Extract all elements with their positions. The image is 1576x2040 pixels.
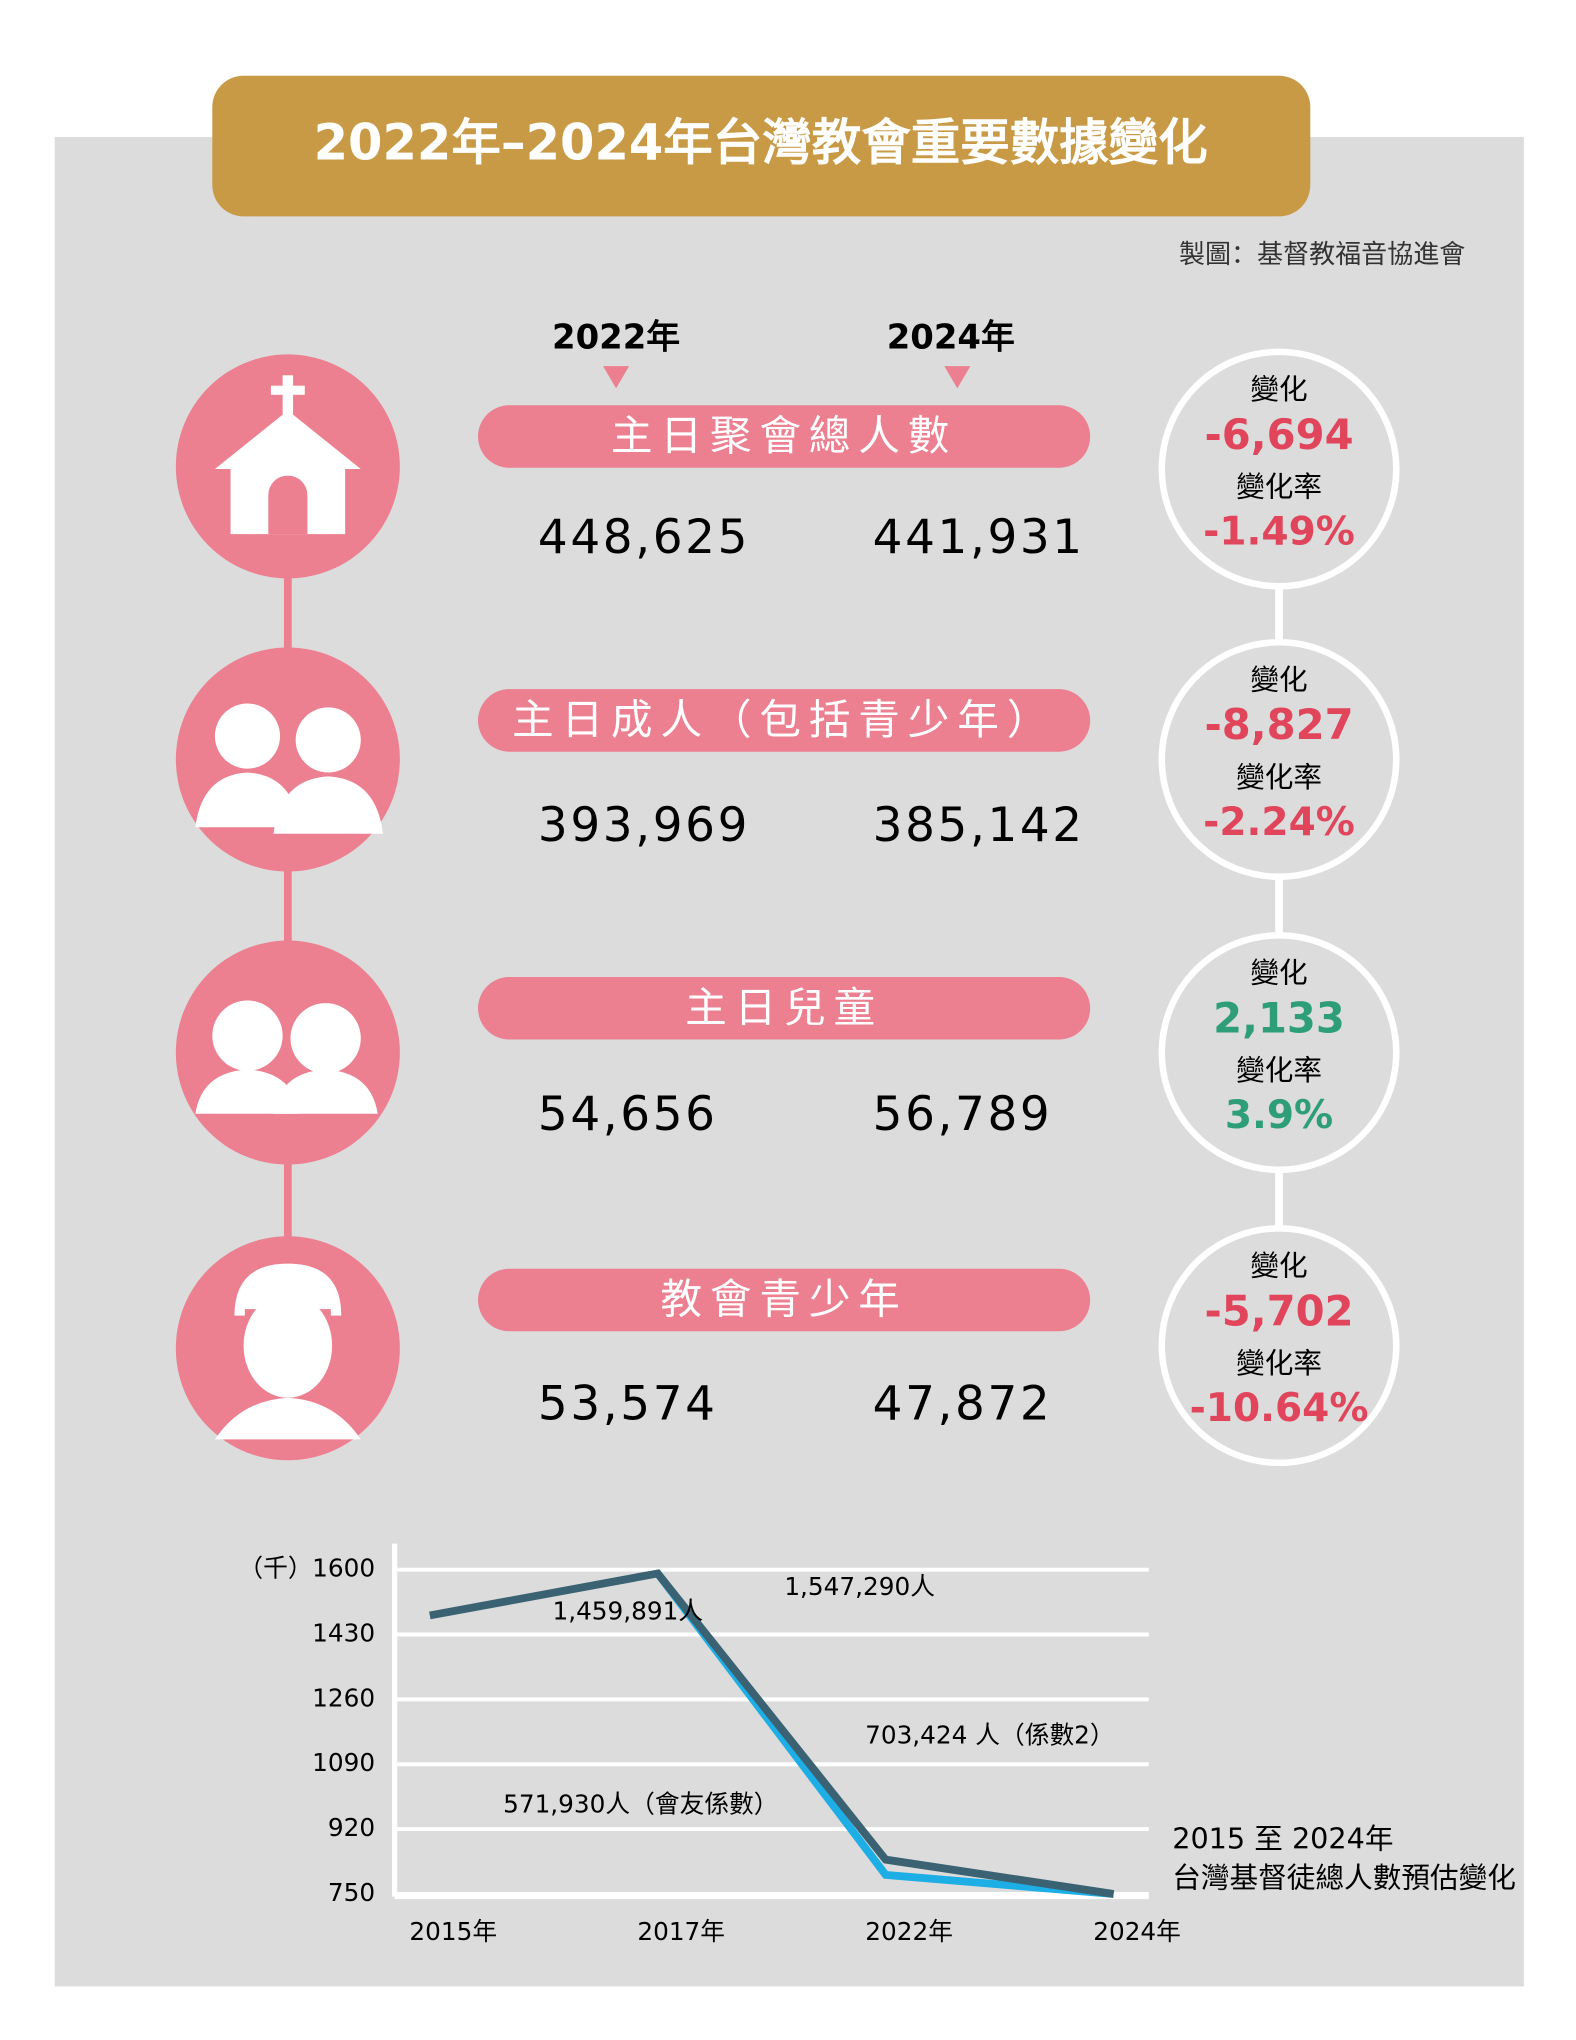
- icon-circle: [175, 940, 400, 1165]
- value-2022: 393,969: [538, 798, 750, 853]
- y-tick-label: 920: [328, 1813, 375, 1842]
- y-tick-label: 750: [328, 1878, 375, 1907]
- change-circles: [1158, 348, 1400, 1467]
- row-label: 主日聚會總人數: [611, 411, 957, 460]
- rate-label: 變化率: [1236, 760, 1322, 794]
- rate-label: 變化率: [1236, 1053, 1322, 1087]
- teen-icon: [214, 1263, 361, 1440]
- x-tick-label: 2024年: [1093, 1917, 1181, 1946]
- change-circle: [1158, 1225, 1400, 1467]
- annotation: 1,547,290人: [784, 1572, 935, 1601]
- title: 2022年–2024年台灣教會重要數據變化: [314, 114, 1208, 172]
- rate-label: 變化率: [1236, 470, 1322, 504]
- label-pill: [478, 405, 1091, 468]
- change-value: 2,133: [1213, 993, 1345, 1042]
- annotation: 571,930人（會友係數）: [503, 1789, 778, 1818]
- column-header: 2024年: [887, 317, 1015, 356]
- credit: 製圖：基督教福音協進會: [1179, 240, 1465, 270]
- label-pill: [478, 977, 1091, 1040]
- x-tick-label: 2022年: [865, 1917, 953, 1946]
- rate-value: -2.24%: [1203, 800, 1355, 845]
- chart-title: 台灣基督徒總人數預估變化: [1172, 1861, 1516, 1895]
- y-axis-label: （千）: [238, 1554, 312, 1583]
- value-2024: 441,931: [873, 510, 1085, 565]
- arrow: [944, 366, 971, 389]
- icon-circle: [175, 647, 400, 872]
- adults-icon: [195, 703, 383, 834]
- row-label: 教會青少年: [660, 1275, 907, 1324]
- value-2024: 56,789: [873, 1087, 1053, 1142]
- series-line: [429, 1569, 1115, 1898]
- icons: [195, 375, 383, 1440]
- row-label: 主日兒童: [685, 983, 883, 1032]
- arrow: [603, 366, 630, 389]
- change-label: 變化: [1250, 1248, 1307, 1282]
- y-tick-label: 1430: [312, 1619, 375, 1648]
- x-tick-label: 2017年: [637, 1917, 725, 1946]
- annotation: 703,424 人（係數2）: [865, 1720, 1115, 1749]
- annotation: 1,459,891人: [552, 1597, 703, 1626]
- value-2022: 54,656: [538, 1087, 718, 1142]
- change-label: 變化: [1250, 372, 1307, 406]
- label-pill: [478, 689, 1091, 752]
- rate-value: -10.64%: [1190, 1386, 1369, 1431]
- y-tick-label: 1600: [312, 1554, 375, 1583]
- change-value: -5,702: [1205, 1286, 1354, 1335]
- chart-title: 2015 至 2024年: [1172, 1822, 1393, 1856]
- value-2022: 448,625: [538, 510, 750, 565]
- value-2024: 385,142: [873, 798, 1085, 853]
- rate-value: 3.9%: [1225, 1093, 1333, 1138]
- value-2024: 47,872: [873, 1376, 1053, 1431]
- x-tick-label: 2015年: [409, 1917, 497, 1946]
- change-value: -6,694: [1205, 410, 1354, 459]
- change-circle: [1158, 348, 1400, 590]
- change-circle: [1158, 639, 1400, 880]
- church-icon: [214, 375, 361, 535]
- change-label: 變化: [1250, 662, 1307, 696]
- change-label: 變化: [1250, 955, 1307, 989]
- row-label: 主日成人（包括青少年）: [512, 695, 1056, 744]
- title-banner: [212, 75, 1311, 217]
- column-header: 2022年: [552, 317, 680, 356]
- y-tick-label: 1090: [312, 1748, 375, 1777]
- value-2022: 53,574: [538, 1376, 718, 1431]
- children-icon: [195, 1000, 378, 1114]
- label-pill: [478, 1268, 1091, 1332]
- y-tick-label: 1260: [312, 1683, 375, 1712]
- rate-value: -1.49%: [1203, 510, 1355, 555]
- change-circle: [1158, 932, 1400, 1174]
- rate-label: 變化率: [1236, 1346, 1322, 1380]
- change-value: -8,827: [1205, 700, 1354, 749]
